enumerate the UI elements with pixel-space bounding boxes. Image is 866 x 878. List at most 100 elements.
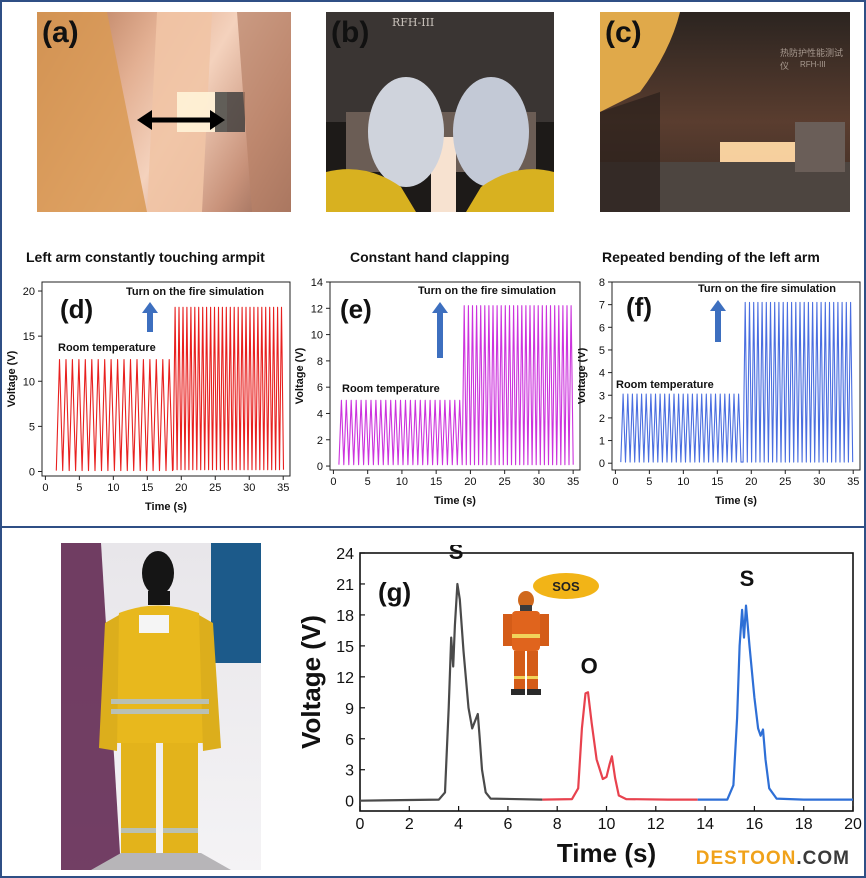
chart-f-ytick-label: 2 — [599, 413, 605, 425]
chart-g-xtick-label: 18 — [795, 816, 813, 833]
chart-f-xtick-label: 30 — [813, 476, 825, 488]
chart-d-xtick-label: 15 — [141, 482, 153, 494]
chart-e-fire-annotation: Turn on the fire simulation — [418, 285, 556, 297]
chart-f-xtick-label: 20 — [745, 476, 757, 488]
chart-e-ytick-label: 12 — [311, 303, 323, 315]
chart-e-xlabel: Time (s) — [434, 495, 476, 507]
chart-d: 0 5 10 15 20 25 30 35 0 5 10 15 20 Time (s) Voltage (V… — [6, 281, 291, 513]
panel-label-b: (b) — [331, 16, 370, 49]
chart-f-signal-line — [620, 301, 854, 463]
chart-g-xtick-label: 2 — [405, 816, 414, 833]
chart-g-ytick-label: 12 — [336, 670, 354, 687]
chart-g-letter-1: S — [449, 545, 464, 564]
chart-d-ytick-label: 0 — [29, 466, 35, 478]
chart-d-ytick-label: 10 — [23, 376, 35, 388]
chart-e: 0 5 10 15 20 25 30 35 0 2 4 6 8 10 12 14 Time (s) Voltage… — [294, 277, 581, 507]
chart-e-ytick-label: 2 — [317, 435, 323, 447]
chart-e-xtick-label: 25 — [499, 476, 511, 488]
chart-e-xtick-label: 30 — [533, 476, 545, 488]
chart-e-xtick-label: 15 — [430, 476, 442, 488]
panel-label-a: (a) — [42, 16, 79, 49]
chart-g-ytick-label: 3 — [345, 763, 354, 780]
chart-e-xtick-label: 10 — [396, 476, 408, 488]
chart-g-ytick-label: 18 — [336, 608, 354, 625]
sign-cn-c: 热防护性能测试仪 — [780, 48, 844, 71]
chart-f-xtick-label: 15 — [711, 476, 723, 488]
chart-f-ytick-label: 7 — [599, 300, 605, 312]
watermark-suffix: .COM — [796, 848, 850, 869]
chart-d-ytick-label: 5 — [29, 421, 35, 433]
chart-f-ytick-label: 3 — [599, 390, 605, 402]
watermark-brand: DESTOON — [695, 848, 797, 869]
chart-d-ytick-label: 20 — [23, 286, 35, 298]
photo-b-scene — [326, 12, 554, 212]
sign-rfh-c: RFH-III — [800, 60, 826, 69]
chart-g-xtick-label: 16 — [746, 816, 764, 833]
chart-d-xlabel: Time (s) — [145, 501, 187, 513]
chart-d-up-arrow-icon — [142, 302, 158, 313]
chart-f-xtick-label: 10 — [677, 476, 689, 488]
chart-e-room-annotation: Room temperature — [342, 383, 440, 395]
photo-c: 热防护性能测试仪 RFH-III — [600, 12, 850, 212]
chart-d-xtick-label: 30 — [243, 482, 255, 494]
chart-g-ytick-label: 21 — [336, 577, 354, 594]
chart-g-letter-2: O — [581, 654, 598, 679]
chart-g-xtick-label: 4 — [454, 816, 463, 833]
chart-d-panel-label: (d) — [60, 294, 93, 324]
chart-f: 0 5 10 15 20 25 30 35 0 1 2 3 4 5 6 7 8 Time (s) Voltage (… — [578, 277, 861, 507]
chart-g-ytick-label: 6 — [345, 732, 354, 749]
chart-d-ytick-label: 15 — [23, 331, 35, 343]
chart-g-xtick-label: 12 — [647, 816, 665, 833]
chart-e-xtick-label: 5 — [365, 476, 371, 488]
panel-label-c: (c) — [605, 16, 642, 49]
chart-f-ytick-label: 1 — [599, 436, 605, 448]
chart-d-plot-frame — [41, 281, 291, 477]
caption-b: Constant hand clapping — [350, 249, 510, 265]
chart-f-xtick-label: 25 — [779, 476, 791, 488]
chart-f-ytick-label: 8 — [599, 277, 605, 289]
chart-e-ytick-label: 10 — [311, 330, 323, 342]
chart-f-ylabel: Voltage (V) — [578, 347, 588, 404]
chart-f-fire-annotation: Turn on the fire simulation — [698, 283, 836, 295]
chart-g-xtick-label: 20 — [844, 816, 862, 833]
firefighter-icon — [503, 591, 549, 695]
chart-f-ytick-label: 6 — [599, 322, 605, 334]
firesuit-scene — [61, 543, 261, 870]
chart-g-xtick-label: 10 — [598, 816, 616, 833]
double-arrow-icon — [137, 110, 225, 130]
chart-e-plot-frame — [329, 281, 581, 471]
chart-e-ytick-label: 0 — [317, 461, 323, 473]
chart-e-xtick-label: 35 — [567, 476, 579, 488]
chart-g-ytick-label: 24 — [336, 546, 354, 563]
chart-e-ytick-label: 14 — [311, 277, 323, 289]
chart-f-ytick-label: 5 — [599, 345, 605, 357]
chart-f-panel-label: (f) — [626, 292, 652, 322]
chart-g-ytick-label: 15 — [336, 639, 354, 656]
chart-g-xtick-label: 0 — [356, 816, 365, 833]
chart-f-xtick-label: 35 — [847, 476, 859, 488]
chart-d-xtick-label: 10 — [107, 482, 119, 494]
firesuit-photo — [61, 543, 261, 870]
chart-f-ytick-label: 4 — [599, 368, 605, 380]
chart-g-xtick-label: 6 — [503, 816, 512, 833]
chart-d-xtick-label: 20 — [175, 482, 187, 494]
chart-f-plot-frame — [611, 281, 861, 471]
chart-g-xtick-label: 14 — [696, 816, 714, 833]
sos-text: SOS — [552, 578, 580, 594]
chart-e-signal-line — [338, 305, 574, 466]
watermark: DESTOON.COM — [696, 848, 850, 870]
section-divider — [0, 526, 866, 528]
chart-g-xlabel: Time (s) — [557, 838, 656, 868]
chart-d-xtick-label: 35 — [277, 482, 289, 494]
chart-d-xtick-label: 5 — [76, 482, 82, 494]
chart-g-letter-3: S — [740, 566, 755, 591]
chart-f-xlabel: Time (s) — [715, 495, 757, 507]
sos-bubble: SOS — [533, 573, 599, 599]
chart-g-series-line-2 — [542, 691, 698, 801]
chart-g-ylabel: Voltage (V) — [296, 615, 326, 749]
chart-e-ylabel: Voltage (V) — [294, 347, 306, 404]
chart-e-xtick-label: 20 — [464, 476, 476, 488]
sign-rfh-b: RFH-III — [392, 16, 435, 29]
